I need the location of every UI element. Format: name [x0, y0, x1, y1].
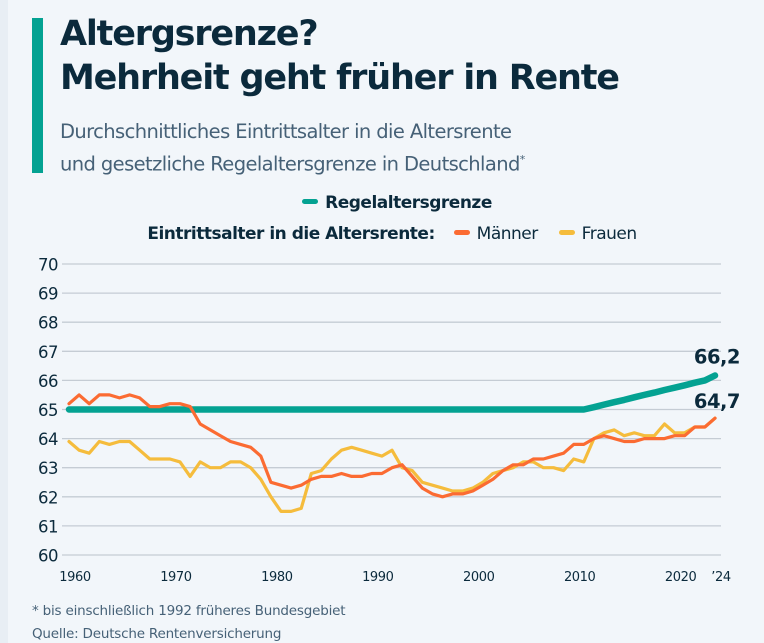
x-tick-label: 1990: [362, 570, 394, 585]
x-tick-label: 2020: [665, 570, 697, 585]
legend-eintrittsalter: Eintrittsalter in die Altersrente: Männe…: [0, 224, 764, 244]
source-note: Quelle: Deutsche Rentenversicherung: [32, 626, 282, 642]
y-tick-label: 70: [38, 256, 58, 275]
y-tick-label: 66: [38, 372, 58, 391]
x-tick-label: 1970: [160, 570, 192, 585]
legend-label-regel: Regelaltersgrenze: [325, 193, 492, 213]
chart-subtitle: Durchschnittliches Eintrittsalter in die…: [60, 118, 525, 179]
legend-swatch-maenner: [453, 229, 470, 235]
legend-swatch-frauen: [558, 229, 575, 235]
end-label-maenner: 64,7: [694, 390, 740, 413]
y-tick-label: 63: [38, 459, 58, 478]
y-tick-label: 62: [38, 488, 58, 507]
subtitle-footnote-mark: *: [519, 153, 525, 166]
legend-label-maenner: Männer: [476, 224, 539, 244]
y-tick-label: 67: [38, 343, 58, 362]
y-tick-label: 64: [38, 430, 58, 449]
x-tick-label: 2000: [463, 570, 495, 585]
subtitle-line-1: Durchschnittliches Eintrittsalter in die…: [60, 120, 512, 143]
x-tick-label: 1960: [59, 570, 91, 585]
legend-swatch-regel: [302, 198, 319, 204]
x-tick-label: 1980: [261, 570, 293, 585]
chart-title: Altergsrenze? Mehrheit geht früher in Re…: [60, 12, 620, 100]
y-axis-ticks: 60 61 62 63 64 65 66 67 68 69 70: [38, 256, 59, 566]
y-tick-label: 60: [38, 547, 58, 566]
x-tick-label: 2010: [564, 570, 596, 585]
legend-item-frauen: Frauen: [558, 224, 637, 244]
x-axis-ticks: 1960 1970 1980 1990 2000 2010 2020 ’24: [59, 570, 731, 585]
title-accent-bar: [32, 18, 43, 173]
series-line-regel: [65, 372, 719, 413]
subtitle-line-2-text: und gesetzliche Regelaltersgrenze in Deu…: [60, 152, 520, 176]
left-margin-strip: [0, 0, 8, 643]
y-tick-label: 68: [38, 314, 58, 333]
y-tick-label: 65: [38, 401, 58, 420]
end-label-regel: 66,2: [694, 345, 740, 368]
line-chart: 60 61 62 63 64 65 66 67 68 69 70 1960 1970 1980 1990 2…: [38, 256, 741, 586]
y-tick-label: 61: [38, 517, 58, 536]
subtitle-line-2: und gesetzliche Regelaltersgrenze in Deu…: [60, 146, 525, 179]
legend-regelaltersgrenze: Regelaltersgrenze: [0, 193, 764, 213]
series-line-maenner: [67, 393, 717, 499]
y-tick-label: 69: [38, 285, 58, 304]
series-lines: [65, 372, 719, 513]
legend-item-maenner: Männer: [453, 224, 539, 244]
legend-group-label: Eintrittsalter in die Altersrente:: [147, 224, 435, 244]
legend-label-frauen: Frauen: [581, 224, 637, 244]
title-line-2: Mehrheit geht früher in Rente: [60, 58, 620, 98]
series-line-frauen: [67, 416, 717, 513]
x-tick-label: ’24: [711, 570, 731, 585]
footnote: * bis einschließlich 1992 früheres Bunde…: [32, 603, 346, 619]
end-labels: 66,2 64,7: [694, 345, 741, 413]
title-line-1: Altergsrenze?: [60, 14, 319, 54]
